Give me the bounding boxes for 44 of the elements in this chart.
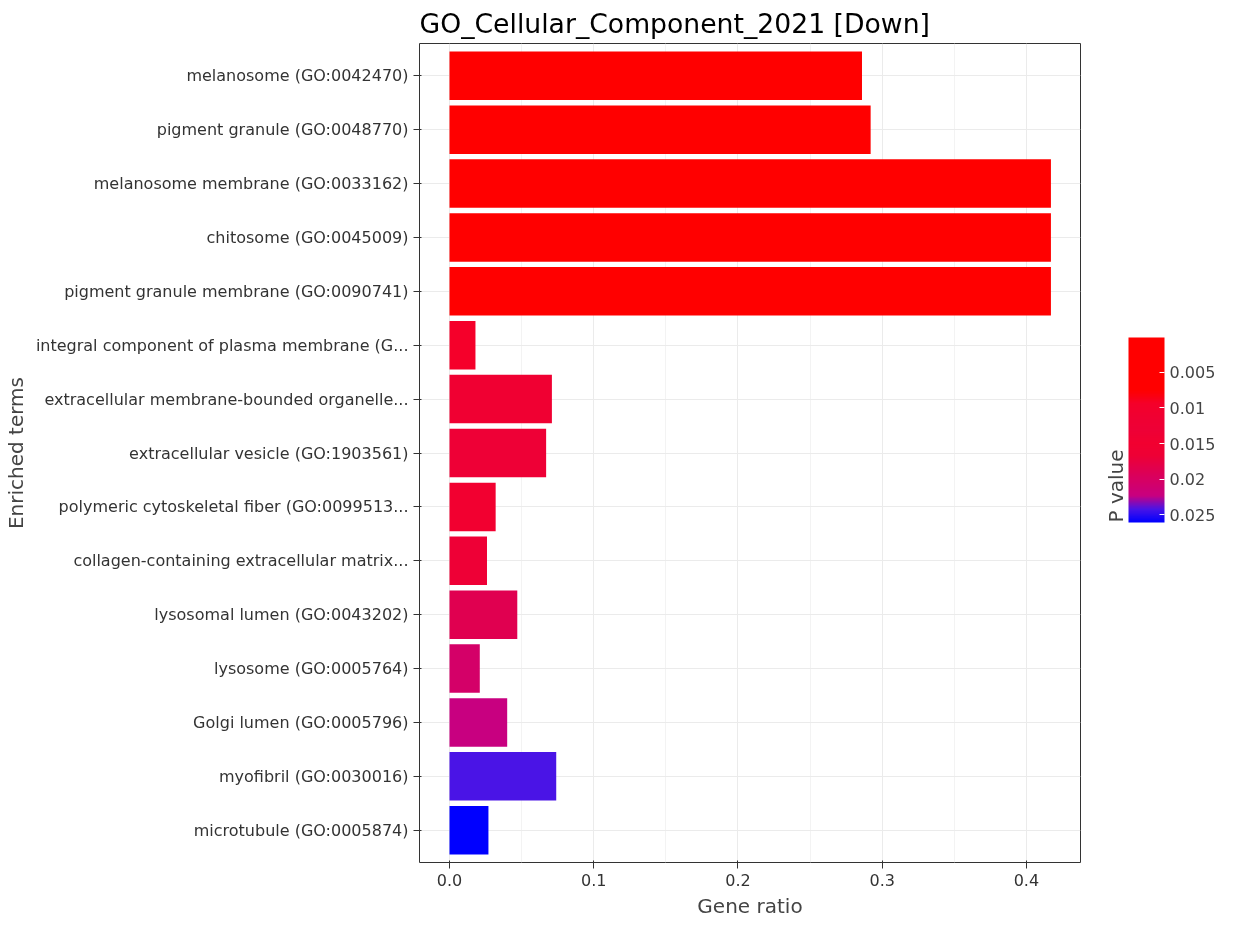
x-tick-label: 0.1 xyxy=(581,870,607,890)
bar xyxy=(449,752,557,801)
y-axis-title: Enriched terms xyxy=(3,376,28,530)
y-tick-label: myofibril (GO:0030016) xyxy=(219,766,409,786)
bar xyxy=(449,213,1051,262)
x-tick-label: 0.4 xyxy=(1013,870,1040,890)
bar xyxy=(449,428,547,478)
x-axis-title: Gene ratio xyxy=(697,893,803,918)
y-tick-label: Golgi lumen (GO:0005796) xyxy=(193,712,409,732)
y-tick-label: polymeric cytoskeletal fiber (GO:0099513... xyxy=(58,497,409,517)
bar xyxy=(449,482,496,532)
chart-title: GO_Cellular_Component_2021 [Down] xyxy=(419,7,930,39)
y-tick-label: pigment granule membrane (GO:0090741) xyxy=(64,281,409,301)
bar xyxy=(449,374,552,424)
color-bar-label: 0.01 xyxy=(1169,398,1206,418)
color-bar-label: 0.015 xyxy=(1169,434,1216,454)
x-tick-label: 0.3 xyxy=(869,870,895,890)
bar xyxy=(449,644,480,693)
x-tick-label: 0.2 xyxy=(725,870,751,890)
y-tick-label: lysosomal lumen (GO:0043202) xyxy=(154,605,409,625)
y-tick-label: pigment granule (GO:0048770) xyxy=(156,120,409,140)
bar xyxy=(449,105,871,154)
y-tick-label: collagen-containing extracellular matrix... xyxy=(73,551,409,571)
bar xyxy=(449,805,489,855)
bar xyxy=(449,159,1051,208)
bar xyxy=(449,590,518,639)
y-tick-label: melanosome membrane (GO:0033162) xyxy=(93,174,409,194)
y-tick-label: chitosome (GO:0045009) xyxy=(206,227,409,247)
bar xyxy=(449,267,1051,316)
y-tick-label: microtubule (GO:0005874) xyxy=(193,820,409,840)
bar xyxy=(449,536,487,586)
color-bar-label: 0.005 xyxy=(1169,363,1216,383)
y-tick-label: extracellular membrane-bounded organelle... xyxy=(44,389,409,409)
y-tick-label: melanosome (GO:0042470) xyxy=(186,66,409,86)
color-bar-title: P value xyxy=(1103,449,1128,523)
y-tick-label: integral component of plasma membrane (G... xyxy=(35,335,409,355)
bar xyxy=(449,698,508,747)
color-bar-label: 0.025 xyxy=(1169,505,1216,525)
bar xyxy=(449,320,476,370)
y-tick-label: lysosome (GO:0005764) xyxy=(213,659,409,679)
bar xyxy=(449,51,862,101)
color-bar-label: 0.02 xyxy=(1169,470,1206,490)
x-tick-label: 0.0 xyxy=(436,870,463,890)
y-tick-label: extracellular vesicle (GO:1903561) xyxy=(129,443,409,463)
